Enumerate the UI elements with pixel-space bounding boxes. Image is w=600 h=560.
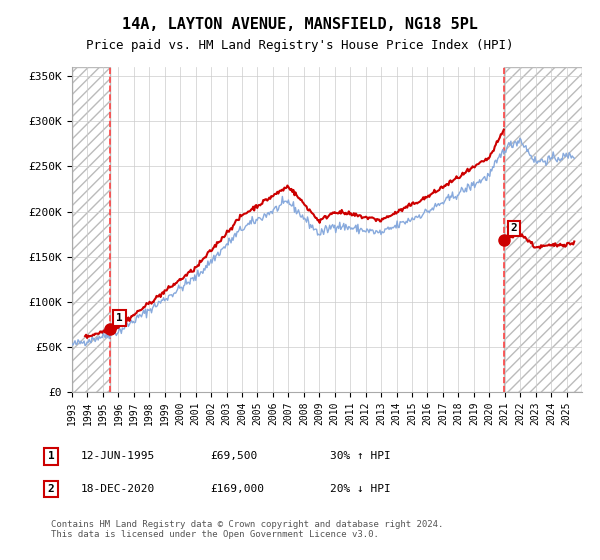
Text: Price paid vs. HM Land Registry's House Price Index (HPI): Price paid vs. HM Land Registry's House …	[86, 39, 514, 52]
Text: 12-JUN-1995: 12-JUN-1995	[81, 451, 155, 461]
Text: 2: 2	[510, 223, 517, 234]
Text: £169,000: £169,000	[210, 484, 264, 494]
Bar	[72, 67, 110, 392]
Text: 2: 2	[47, 484, 55, 494]
Text: 1: 1	[47, 451, 55, 461]
Text: 1: 1	[116, 313, 123, 323]
Text: £69,500: £69,500	[210, 451, 257, 461]
Text: 20% ↓ HPI: 20% ↓ HPI	[330, 484, 391, 494]
Text: Contains HM Land Registry data © Crown copyright and database right 2024.
This d: Contains HM Land Registry data © Crown c…	[51, 520, 443, 539]
Text: 30% ↑ HPI: 30% ↑ HPI	[330, 451, 391, 461]
Bar	[504, 67, 582, 392]
Text: 14A, LAYTON AVENUE, MANSFIELD, NG18 5PL: 14A, LAYTON AVENUE, MANSFIELD, NG18 5PL	[122, 17, 478, 32]
Text: 18-DEC-2020: 18-DEC-2020	[81, 484, 155, 494]
